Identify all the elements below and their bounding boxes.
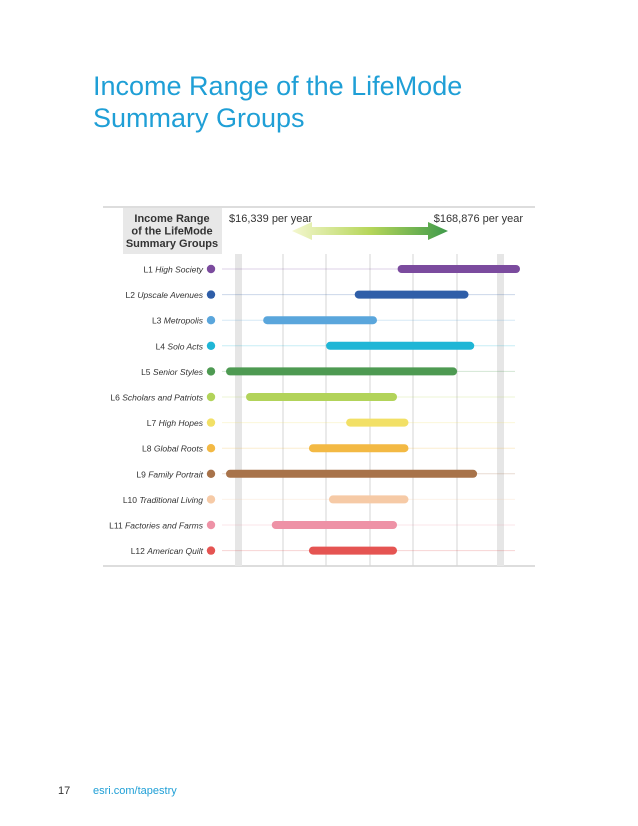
category-label: L11 Factories and Farms bbox=[109, 521, 204, 531]
category-color-dot bbox=[206, 444, 216, 453]
category-label: L2 Upscale Avenues bbox=[125, 290, 203, 300]
category-color-dot bbox=[206, 367, 216, 376]
footer-url[interactable]: esri.com/tapestry bbox=[93, 785, 177, 797]
range-double-arrow bbox=[292, 222, 448, 240]
min-boundary-column bbox=[235, 254, 242, 566]
category-color-dot bbox=[206, 546, 216, 555]
category-color-dot bbox=[206, 290, 216, 299]
header-box-line: Income Range bbox=[134, 213, 209, 225]
category-color-dot bbox=[206, 520, 216, 530]
category-color-dot bbox=[206, 341, 216, 350]
category-label: L8 Global Roots bbox=[142, 444, 204, 454]
page-title-line-1: Income Range of the LifeMode bbox=[93, 71, 463, 101]
header-box-line: of the LifeMode bbox=[131, 226, 212, 238]
category-color-dot bbox=[206, 418, 216, 427]
page-title-line-2: Summary Groups bbox=[93, 103, 305, 133]
category-color-dot bbox=[206, 469, 216, 478]
category-label: L9 Family Portrait bbox=[136, 469, 203, 479]
max-boundary-column bbox=[497, 254, 504, 566]
max-income-label: $168,876 per year bbox=[434, 213, 524, 225]
page-title: Income Range of the LifeMode Summary Gro… bbox=[93, 70, 573, 134]
category-color-dot bbox=[206, 392, 216, 402]
category-color-dot bbox=[206, 316, 216, 325]
category-label: L3 Metropolis bbox=[152, 316, 204, 326]
header-box-line: Summary Groups bbox=[126, 238, 218, 250]
category-label: L5 Senior Styles bbox=[141, 367, 204, 377]
category-label: L1 High Society bbox=[143, 265, 203, 275]
header-box bbox=[123, 208, 222, 254]
category-color-dot bbox=[206, 495, 216, 504]
category-label: L4 Solo Acts bbox=[156, 341, 204, 351]
min-income-label: $16,339 per year bbox=[229, 213, 313, 225]
category-label: L6 Scholars and Patriots bbox=[110, 393, 203, 403]
category-label: L7 High Hopes bbox=[147, 418, 204, 428]
category-color-dot bbox=[206, 264, 216, 274]
category-label: L12 American Quilt bbox=[131, 546, 204, 556]
page-number: 17 bbox=[58, 785, 71, 797]
category-label: L10 Traditional Living bbox=[123, 495, 203, 505]
